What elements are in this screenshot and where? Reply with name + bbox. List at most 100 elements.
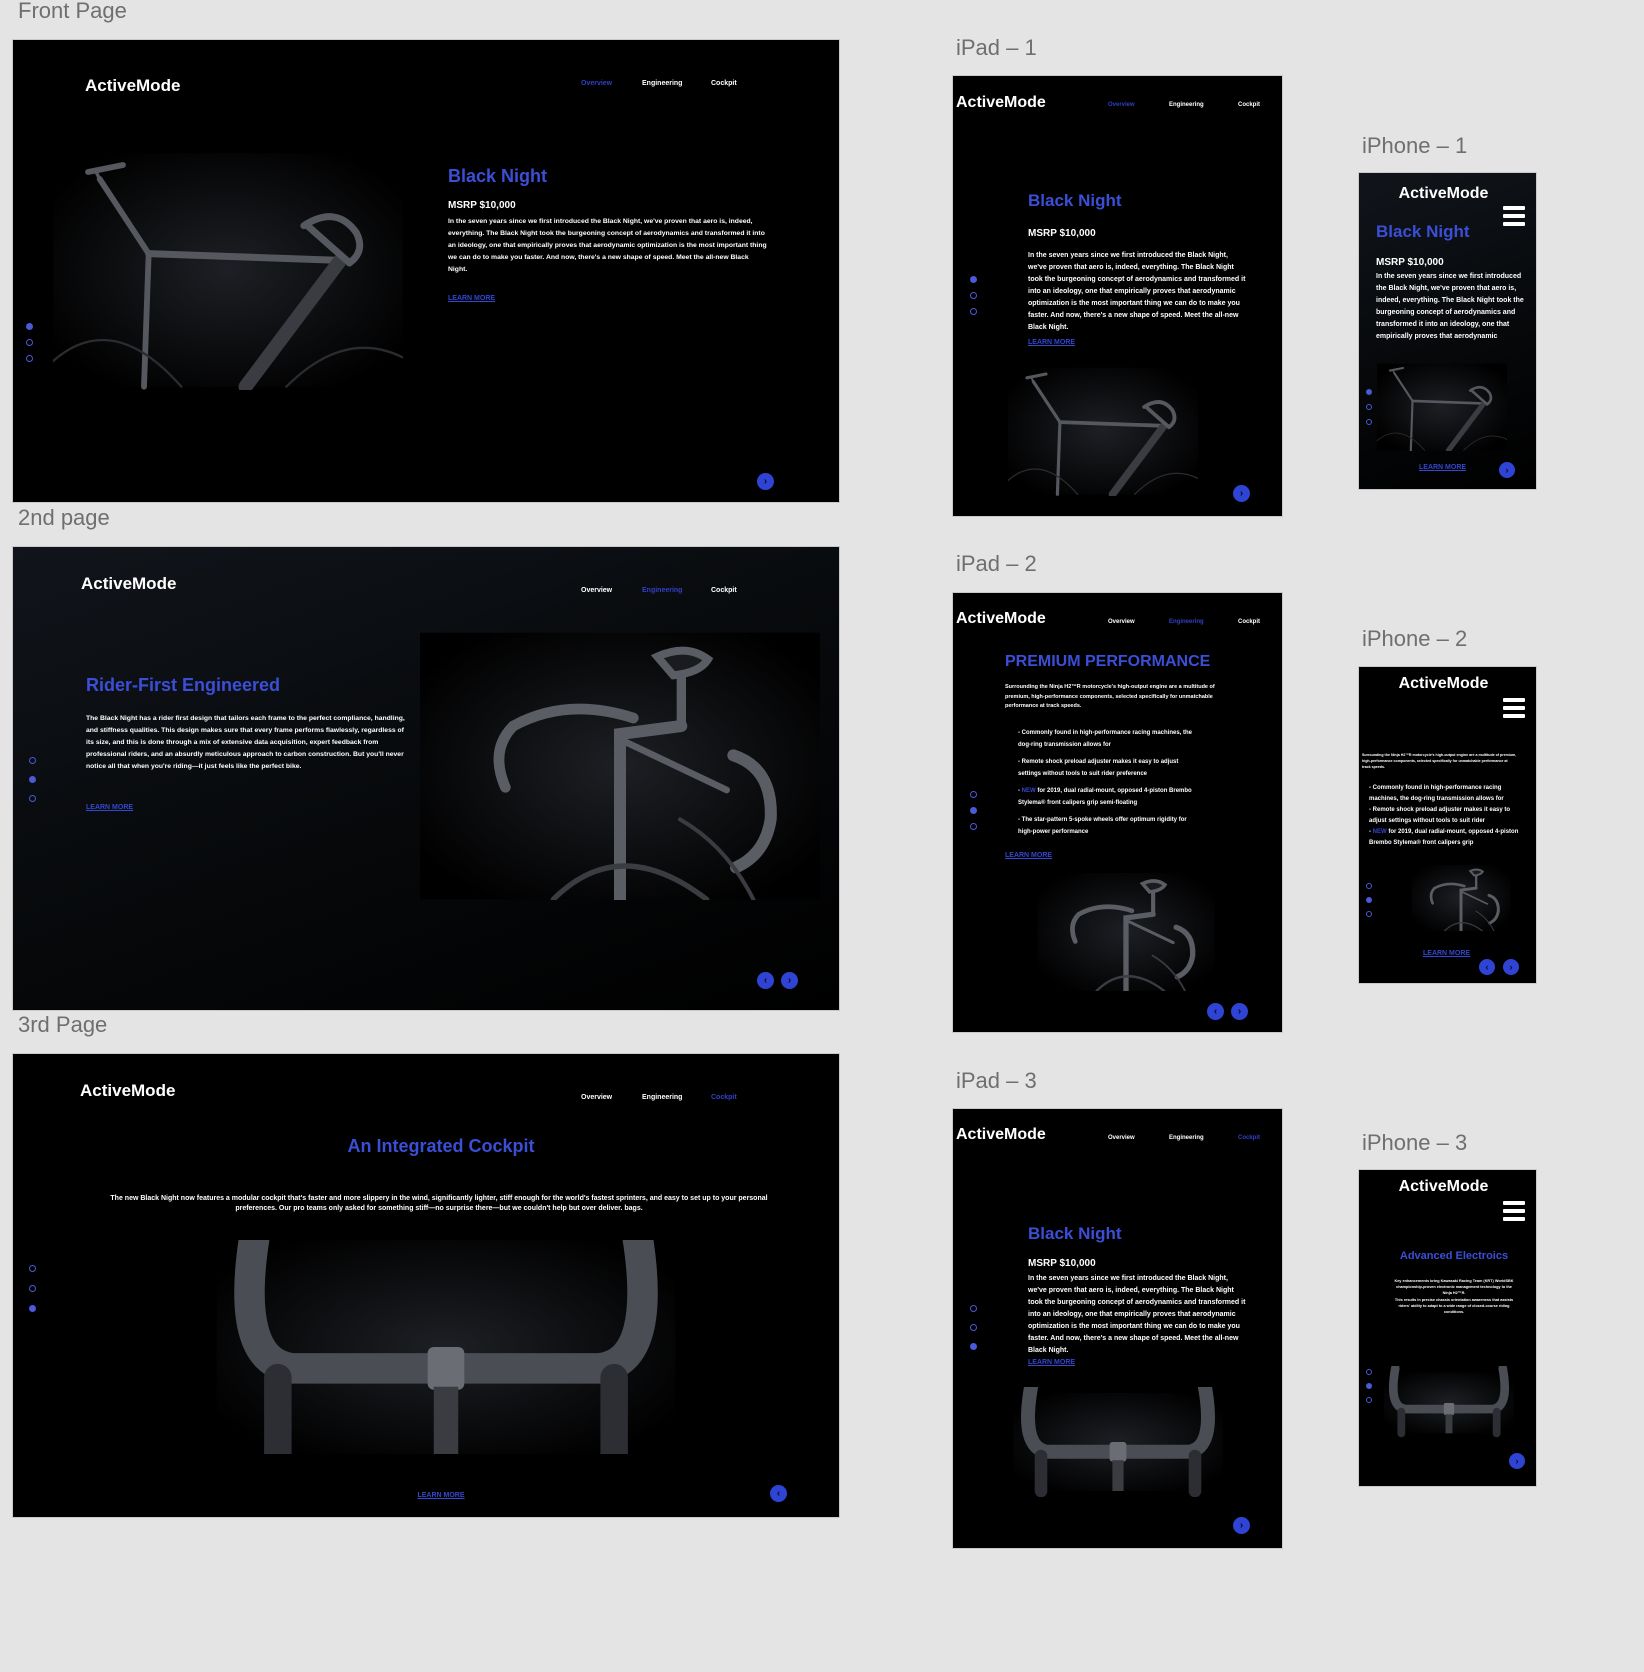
hamburger-menu-icon[interactable] — [1503, 698, 1525, 718]
pagination-dot-3[interactable] — [970, 1343, 977, 1350]
nav-cockpit[interactable]: Cockpit — [711, 587, 737, 594]
bike-side-photo — [1008, 366, 1198, 496]
next-button[interactable]: › — [1233, 485, 1250, 502]
nav-cockpit[interactable]: Cockpit — [1238, 1135, 1261, 1141]
performance-intro: Surrounding the Ninja H2™R motorcycle's … — [1005, 684, 1215, 710]
section-pagination — [29, 1265, 36, 1312]
brand-logo[interactable]: ActiveMode — [1398, 185, 1489, 202]
nav-cockpit[interactable]: Cockpit — [1238, 619, 1261, 625]
pagination-dot-1[interactable] — [29, 757, 36, 764]
brand-logo[interactable]: ActiveMode — [85, 76, 181, 95]
pagination-dot-1[interactable] — [29, 1265, 36, 1272]
next-button[interactable]: › — [1233, 1517, 1250, 1534]
learn-more-link[interactable]: LEARN MORE — [448, 295, 496, 302]
pagination-dot-1[interactable] — [970, 276, 977, 283]
learn-more-link[interactable]: LEARN MORE — [1028, 339, 1076, 346]
nav-overview[interactable]: Overview — [1108, 1135, 1135, 1141]
brand-logo[interactable]: ActiveMode — [956, 94, 1046, 111]
learn-more-link[interactable]: LEARN MORE — [1423, 950, 1471, 957]
nav-cockpit[interactable]: Cockpit — [711, 80, 737, 87]
hamburger-menu-icon[interactable] — [1503, 206, 1525, 226]
learn-more-link[interactable]: LEARN MORE — [1005, 852, 1053, 859]
brand-logo[interactable]: ActiveMode — [1398, 1178, 1489, 1195]
brand-logo[interactable]: ActiveMode — [956, 1126, 1046, 1143]
pagination-dot-2[interactable] — [1366, 404, 1372, 410]
handlebar-photo — [203, 1240, 689, 1454]
pagination-dot-2[interactable] — [970, 1324, 977, 1331]
cockpit-body: The new Black Night now features a modul… — [110, 1195, 768, 1212]
section-pagination — [26, 323, 33, 362]
frame-label-ipad2: iPad – 2 — [956, 551, 1037, 576]
pagination-dot-1[interactable] — [26, 323, 33, 330]
nav-overview[interactable]: Overview — [1108, 619, 1135, 625]
pagination-dot-3[interactable] — [1366, 911, 1372, 917]
learn-more-link[interactable]: LEARN MORE — [1419, 464, 1467, 471]
section-pagination — [1366, 1369, 1372, 1403]
prev-button[interactable]: ‹ — [770, 1485, 787, 1502]
section-pagination — [1366, 883, 1372, 917]
pagination-dot-1[interactable] — [1366, 883, 1372, 889]
nav-engineering[interactable]: Engineering — [1169, 619, 1204, 625]
feature-item: - Remote shock preload adjuster makes it… — [1018, 759, 1179, 777]
pagination-dot-1[interactable] — [970, 1305, 977, 1312]
pagination-dot-3[interactable] — [29, 1305, 36, 1312]
pagination-dot-3[interactable] — [970, 823, 977, 830]
nav-engineering[interactable]: Engineering — [642, 80, 683, 87]
performance-intro: Surrounding the Ninja H2™R motorcycle's … — [1362, 753, 1517, 769]
pagination-dot-2[interactable] — [970, 807, 977, 814]
pagination-dot-2[interactable] — [1366, 1383, 1372, 1389]
brand-logo[interactable]: ActiveMode — [81, 574, 177, 593]
overview-msrp: MSRP $10,000 — [1028, 228, 1096, 239]
brand-logo[interactable]: ActiveMode — [1398, 675, 1489, 692]
pagination-dot-3[interactable] — [1366, 419, 1372, 425]
pagination-dot-3[interactable] — [29, 795, 36, 802]
pagination-dot-2[interactable] — [26, 339, 33, 346]
learn-more-link[interactable]: LEARN MORE — [1028, 1359, 1076, 1366]
overview-msrp: MSRP $10,000 — [1376, 257, 1444, 268]
learn-more-link[interactable]: LEARN MORE — [86, 804, 134, 811]
handlebar-photo — [1384, 1366, 1514, 1440]
next-button[interactable]: › — [757, 473, 774, 490]
nav-overview[interactable]: Overview — [1108, 102, 1135, 108]
prev-button[interactable]: ‹ — [757, 972, 774, 989]
pagination-dot-3[interactable] — [26, 355, 33, 362]
nav-overview[interactable]: Overview — [581, 1094, 613, 1101]
next-button[interactable]: › — [1509, 1453, 1525, 1469]
learn-more-link[interactable]: LEARN MORE — [417, 1492, 465, 1499]
nav-engineering[interactable]: Engineering — [1169, 102, 1204, 108]
pagination-dot-1[interactable] — [1366, 389, 1372, 395]
feature-item: - The star-pattern 5-spoke wheels offer … — [1018, 817, 1187, 835]
next-button[interactable]: › — [1231, 1003, 1248, 1020]
section-pagination — [970, 1305, 977, 1350]
pagination-dot-1[interactable] — [970, 791, 977, 798]
brand-logo[interactable]: ActiveMode — [80, 1081, 176, 1100]
pagination-dot-2[interactable] — [970, 292, 977, 299]
prev-button[interactable]: ‹ — [1207, 1003, 1224, 1020]
nav-cockpit[interactable]: Cockpit — [1238, 102, 1261, 108]
nav-cockpit[interactable]: Cockpit — [711, 1094, 737, 1101]
frame-label-iphone2: iPhone – 2 — [1362, 626, 1468, 651]
next-button[interactable]: › — [1499, 462, 1515, 478]
brand-logo[interactable]: ActiveMode — [956, 610, 1046, 627]
prev-button[interactable]: ‹ — [1479, 959, 1495, 975]
iphone-frame-electronics: ActiveMode Advanced Electroics Key enhan… — [1359, 1170, 1536, 1486]
nav-engineering[interactable]: Engineering — [1169, 1135, 1204, 1141]
ipad-frame-performance: ActiveMode Overview Engineering Cockpit … — [953, 593, 1282, 1032]
nav-engineering[interactable]: Engineering — [642, 587, 683, 594]
overview-body: In the seven years since we first introd… — [1028, 1275, 1246, 1354]
pagination-dot-3[interactable] — [970, 308, 977, 315]
pagination-dot-2[interactable] — [29, 776, 36, 783]
pagination-dot-3[interactable] — [1366, 1397, 1372, 1403]
ipad-frame-overview: ActiveMode Overview Engineering Cockpit … — [953, 76, 1282, 516]
nav-engineering[interactable]: Engineering — [642, 1094, 683, 1101]
pagination-dot-2[interactable] — [29, 1285, 36, 1292]
frame-label-third: 3rd Page — [18, 1012, 108, 1037]
nav-overview[interactable]: Overview — [581, 587, 613, 594]
pagination-dot-1[interactable] — [1366, 1369, 1372, 1375]
next-button[interactable]: › — [1503, 959, 1519, 975]
next-button[interactable]: › — [781, 972, 798, 989]
pagination-dot-2[interactable] — [1366, 897, 1372, 903]
hamburger-menu-icon[interactable] — [1503, 1201, 1525, 1221]
nav-overview[interactable]: Overview — [581, 80, 613, 87]
performance-title: PREMIUM PERFORMANCE — [1005, 653, 1211, 670]
